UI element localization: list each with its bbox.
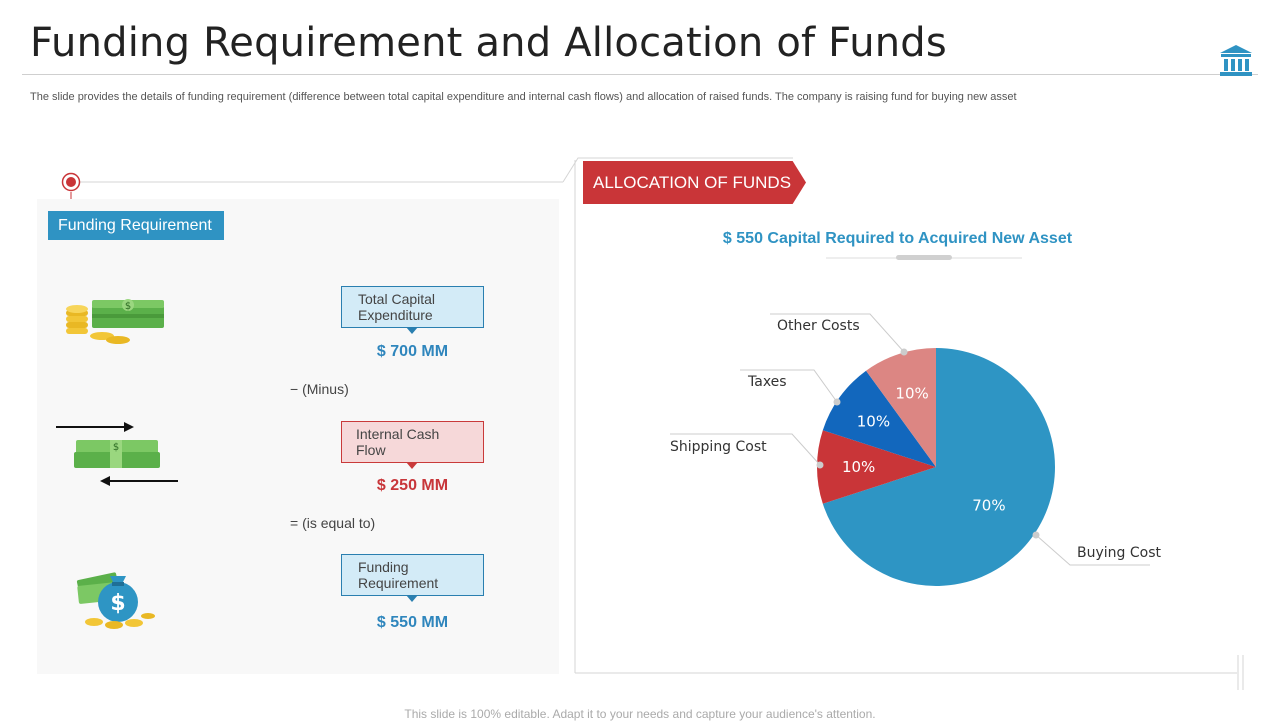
capex-label-line1: Total Capital xyxy=(358,291,436,307)
svg-text:$: $ xyxy=(125,301,131,312)
money-coins-icon: $ xyxy=(66,299,164,344)
cash-flow-label-line2: Flow xyxy=(356,442,386,458)
cash-flow-arrows-icon: $ xyxy=(56,422,178,486)
equals-operator: = (is equal to) xyxy=(290,515,376,531)
chart-title-underline xyxy=(826,255,1022,260)
pie-value-label: 10% xyxy=(857,413,890,431)
cash-flow-box: Internal Cash Flow xyxy=(341,421,484,469)
capex-amount: $ 700 MM xyxy=(376,343,449,360)
bank-icon xyxy=(1220,45,1252,76)
pie-leader-line xyxy=(770,313,905,353)
funding-requirement-tag: Funding Requirement xyxy=(48,211,224,240)
svg-text:$: $ xyxy=(113,442,119,453)
cash-flow-amount: $ 250 MM xyxy=(376,477,449,494)
cash-flow-label-line1: Internal Cash xyxy=(356,426,440,442)
pie-category-label: Shipping Cost xyxy=(670,439,767,455)
title-divider xyxy=(22,74,1258,75)
pie-leader-line xyxy=(670,433,821,466)
money-bag-icon: $ xyxy=(76,572,155,629)
capex-label-line2: Expenditure xyxy=(358,307,433,323)
pie-category-label: Buying Cost xyxy=(1077,545,1161,561)
svg-text:$: $ xyxy=(110,591,125,616)
pie-value-label: 10% xyxy=(895,384,928,402)
capex-box: Total Capital Expenditure xyxy=(341,286,484,334)
funding-box: Funding Requirement xyxy=(341,554,484,602)
pie-leader-dot xyxy=(816,461,824,469)
chart-title: $ 550 Capital Required to Acquired New A… xyxy=(722,230,1073,247)
minus-operator: − (Minus) xyxy=(290,381,349,397)
pie-leader-dot xyxy=(900,348,908,356)
pie-slice-shipping-cost xyxy=(817,430,936,504)
pie-value-label: 70% xyxy=(972,496,1005,514)
pie-value-label: 10% xyxy=(842,458,875,476)
page-title: Funding Requirement and Allocation of Fu… xyxy=(30,20,947,66)
pie-leader-line xyxy=(740,369,838,403)
pie-leader-dot xyxy=(1032,531,1040,539)
allocation-tag: ALLOCATION OF FUNDS xyxy=(583,161,806,204)
pie-leader-line xyxy=(1035,534,1150,566)
allocation-pie-chart: 70% Buying Cost 10% Shipping Cost 10% Taxes 10… xyxy=(670,313,1161,586)
slide-subtitle: The slide provides the details of fundin… xyxy=(30,91,1017,103)
footer-note: This slide is 100% editable. Adapt it to… xyxy=(404,707,876,721)
marker-dot-icon xyxy=(61,172,81,192)
pie-slice-other-costs xyxy=(866,348,936,467)
pie-category-label: Taxes xyxy=(747,374,787,390)
funding-label-line2: Requirement xyxy=(358,575,439,591)
funding-label-line1: Funding xyxy=(358,559,409,575)
pie-leader-dot xyxy=(833,398,841,406)
funding-amount: $ 550 MM xyxy=(376,614,449,631)
pie-slice-taxes xyxy=(822,370,936,467)
pie-slice-buying-cost xyxy=(822,348,1055,586)
pie-category-label: Other Costs xyxy=(777,318,860,334)
